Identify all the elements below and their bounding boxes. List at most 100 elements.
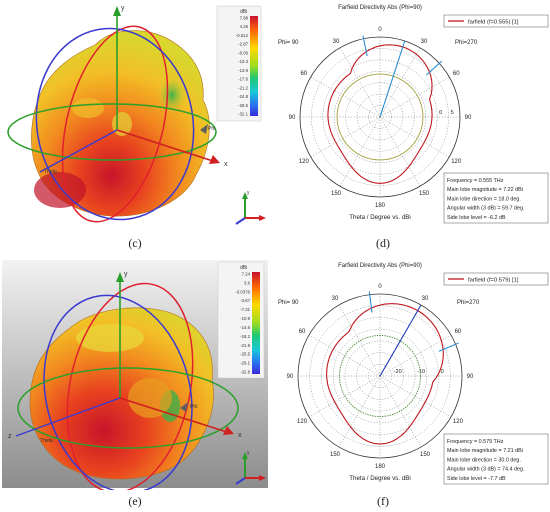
theta-label: Theta [44, 169, 57, 175]
pattern-3d-e: y x z Theta Phi dBi 7.24 3.6 -0.0376 -3.67 -… [2, 260, 268, 490]
shading-spot [158, 77, 186, 113]
theta-arrow [180, 402, 188, 412]
polar-spoke [379, 334, 452, 377]
angle-tick-label: 120 [451, 159, 462, 165]
shading-spot [128, 378, 172, 418]
angle-tick-label: 30 [422, 296, 429, 302]
colorbar-tick-label: -6.06 [238, 50, 248, 55]
legend-label: farfield (f=0.579) [1] [468, 278, 519, 284]
angle-tick-label: 60 [299, 329, 306, 335]
axis-title: Theta / Degree vs. dBi [349, 475, 411, 482]
polar-spoke [379, 76, 450, 118]
colorbar-tick-label: -10.3 [238, 59, 248, 64]
angle-tick-label: 120 [453, 419, 464, 425]
shading-spot [72, 98, 104, 118]
x-axis-label: x [224, 161, 228, 168]
polar-grid-ring [332, 328, 428, 424]
radiation-surface [29, 307, 214, 480]
z-axis [39, 129, 118, 173]
shading-spot [34, 172, 86, 208]
angle-tick-label: 90 [467, 374, 474, 380]
theta-ring [66, 282, 194, 490]
x-axis-arrow [223, 426, 234, 435]
info-box: Frequency = 0.579 THz Main lobe magnitude… [443, 433, 549, 485]
colorbar-tick-label: 7.24 [242, 272, 251, 277]
phi-right-label: Phi=270 [455, 40, 478, 46]
z-axis-label: z [8, 433, 12, 440]
caption-c: (c) [128, 236, 142, 250]
polar-chart-f: Farfield Directivity Abs (Phi=90) farfiel… [278, 263, 549, 485]
polar-chart-d: Farfield Directivity Abs (Phi=90) farfiel… [278, 5, 549, 224]
angle-tick-label: 150 [419, 191, 430, 197]
colorbar-tick-label: -29.1 [240, 361, 250, 366]
pattern-3d-c: y x Theta Phi dBi 7.88 4.25 -0.612 -2.87 -6.… [7, 5, 266, 225]
colorbar-tick-label: -13.9 [238, 68, 248, 73]
polar-spoke [379, 375, 452, 418]
colorbar-tick-label: -0.612 [236, 33, 249, 38]
radial-tick-label: -20 [394, 369, 402, 375]
pattern-curve [326, 303, 444, 445]
angle-tick-label: 60 [453, 71, 460, 77]
polar-spoke [379, 116, 450, 158]
info-line: Main lobe magnitude = 7.22 dBi [447, 187, 523, 193]
panel-d: Farfield Directivity Abs (Phi=90) farfiel… [276, 0, 550, 250]
phi-right-label: Phi=270 [457, 300, 480, 306]
colorbar-tick-label: 3.6 [244, 280, 251, 285]
sidelobe-level-ring [339, 335, 421, 417]
info-box: Frequency = 0.555 THz Main lobe magnitude… [443, 172, 549, 224]
svg-text:y: y [247, 190, 250, 196]
svg-text:y: y [247, 450, 250, 456]
legend: farfield (f=0.555) [1] [443, 14, 549, 28]
colorbar [252, 272, 260, 374]
colorbar-unit: dBi [240, 265, 247, 271]
info-line: Main lobe direction = 30.0 deg. [447, 457, 521, 463]
theta-arrow [200, 124, 208, 134]
shading-spot [76, 324, 144, 352]
polar-spoke [339, 47, 381, 118]
angle-tick-label: 120 [297, 419, 308, 425]
phi-label: Phi [208, 126, 215, 132]
polar-spoke [339, 116, 381, 187]
chart-title: Farfield Directivity Abs (Phi=90) [338, 263, 422, 269]
caption-f: (f) [377, 494, 389, 508]
colorbar-tick-label: -7.31 [240, 307, 250, 312]
info-line: Frequency = 0.555 THz [447, 178, 504, 184]
chart-title: Farfield Directivity Abs (Phi=90) [338, 5, 422, 11]
angle-tick-label: 180 [375, 203, 386, 209]
angle-tick-label: 150 [330, 452, 341, 458]
sidelobe-level-ring [336, 73, 424, 161]
polar-spoke [308, 334, 381, 377]
phi-label: Phi [190, 404, 197, 410]
colorbar-tick-label: -21.9 [240, 343, 250, 348]
polar-spoke [310, 76, 381, 118]
colorbar [250, 16, 258, 116]
panel-c: y x Theta Phi dBi 7.88 4.25 -0.612 -2.87 -6.… [0, 0, 270, 250]
angle-tick-label: 30 [333, 39, 340, 45]
x-axis [116, 129, 217, 163]
main-lobe-marker [379, 304, 422, 377]
y-axis-arrow [116, 272, 124, 282]
colorbar-tick-label: -0.0376 [235, 289, 250, 294]
colorbar-tick-label: -10.9 [240, 316, 250, 321]
polar-outer-circle [299, 36, 461, 198]
angle-tick-label: 60 [300, 71, 307, 77]
polar-grid-ring [344, 340, 416, 412]
polar-spoke [379, 375, 422, 448]
x-axis-arrow [209, 155, 220, 164]
z-axis [15, 397, 121, 437]
colorbar-tick-label: -25.5 [240, 352, 250, 357]
colorbar-unit: dBi [240, 9, 247, 15]
angle-tick-label: 150 [331, 191, 342, 197]
polar-grid-ring [321, 317, 439, 435]
colorbar-tick-label: -3.67 [240, 298, 250, 303]
beamwidth-marker [362, 35, 368, 57]
radial-tick-label: 0 [441, 369, 444, 375]
angle-tick-label: 180 [375, 464, 386, 470]
theta-label: Theta [40, 438, 53, 444]
colorbar-tick-label: -14.6 [240, 325, 250, 330]
x-axis [119, 397, 231, 434]
info-line: Angular width (3 dB) = 74.4 deg. [447, 467, 524, 473]
phi-left-label: Phi= 90 [278, 300, 299, 306]
pattern-curve [327, 44, 433, 184]
axis-title: Theta / Degree vs. dBi [349, 214, 411, 221]
